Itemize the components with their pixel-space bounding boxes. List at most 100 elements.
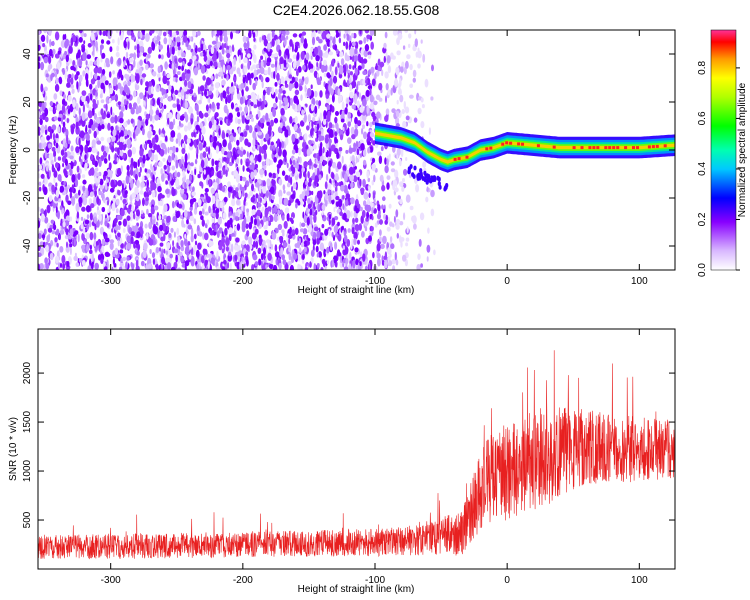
spectrogram-cell [50, 159, 54, 166]
spectrogram-cell [157, 73, 161, 78]
spectrogram-cell [126, 256, 130, 261]
spectrogram-cell [359, 206, 363, 212]
spectrogram-cell [61, 127, 65, 133]
spectrogram-cell [66, 82, 71, 88]
spectrogram-cell [366, 34, 371, 40]
spectrogram-cell [136, 180, 140, 188]
spectrogram-cell [260, 75, 264, 83]
spectrogram-cell [315, 245, 319, 253]
spectrogram-cell [139, 59, 143, 66]
spectrogram-cell [226, 30, 231, 36]
spectrogram-cell [306, 185, 310, 192]
spectrogram-cell [213, 30, 216, 36]
spectrogram-cell [344, 52, 348, 61]
spectrogram-cell [175, 211, 180, 219]
spectrogram-cell [255, 78, 258, 87]
spectrogram-cell [363, 191, 369, 200]
spectrogram-cell [191, 191, 196, 197]
spectrogram-cell [313, 214, 317, 223]
spectrogram-cell [425, 196, 429, 203]
spectrogram-cell [92, 42, 96, 47]
spectrogram-cell [227, 95, 232, 104]
spectrogram-cell [171, 188, 176, 197]
spectrogram-cell [326, 246, 330, 254]
spectrogram-cell [49, 101, 54, 107]
spectrogram-cell [154, 205, 159, 211]
spectrogram-cell [262, 144, 268, 151]
spectrogram-cell [50, 73, 53, 82]
spectrogram-cell [368, 192, 371, 198]
spectrogram-cell [159, 224, 164, 232]
spectrogram-cell [392, 30, 398, 36]
spectrogram-cell [211, 40, 217, 45]
spectrogram-cell [221, 248, 225, 254]
spectrogram-cell [292, 159, 296, 166]
spectrogram-cell [382, 208, 386, 214]
spectrogram-cell [46, 34, 49, 44]
spectrogram-cell [40, 86, 44, 92]
spectrogram-cell [366, 204, 372, 213]
spectrogram-cell [63, 94, 66, 99]
spectrogram-cell [252, 93, 257, 103]
spectrogram-cell [92, 99, 96, 104]
spectrogram-cell [159, 200, 164, 206]
spectrogram-cell [44, 116, 49, 123]
spectrogram-cell [233, 76, 236, 82]
spectrogram-cell [328, 218, 331, 226]
spectrogram-cell [62, 68, 66, 75]
spectrogram-cell [321, 204, 326, 211]
spectrogram-cell [158, 214, 162, 221]
spectrogram-cell [374, 222, 378, 228]
spectrogram-cell [292, 182, 297, 190]
spectrogram-cell [114, 247, 119, 255]
spectrogram-cell [186, 219, 189, 225]
spectrogram-cell [38, 173, 41, 179]
spectrogram-cell [78, 137, 81, 146]
spectrogram-cell [261, 35, 265, 41]
spectrogram-cell [314, 105, 318, 115]
spectrogram-cell [178, 57, 183, 63]
spectrogram-cell [296, 127, 301, 134]
spectrogram-cell [145, 33, 150, 42]
spectrogram-cell [419, 212, 425, 221]
spectrogram-cell [445, 183, 449, 188]
spectrogram-cell [221, 131, 226, 140]
spectrogram-cell [299, 120, 305, 127]
spectrogram-cell [67, 94, 72, 102]
spectrogram-cell [119, 117, 124, 124]
spectrogram-cell [368, 235, 372, 242]
spectrogram-cell [364, 44, 370, 52]
spectrogram-cell [273, 71, 276, 80]
spectrogram-cell [240, 106, 243, 111]
spectrogram-cell [338, 73, 343, 79]
spectrogram-cell [164, 147, 168, 155]
spectrogram-cell [96, 209, 101, 216]
spectrogram-cell [87, 43, 92, 48]
spectrogram-cell [191, 51, 196, 57]
spectrogram-cell [348, 64, 352, 70]
spectrogram-cell [232, 190, 237, 196]
spectrogram-cell [335, 263, 338, 268]
spectrogram-cell [386, 158, 389, 167]
spectrogram-cell [112, 70, 115, 75]
spectrogram-cell [316, 253, 320, 258]
spectrogram-cell [104, 220, 108, 227]
spectrogram-cell [257, 110, 261, 119]
spectrogram-cell [349, 251, 352, 261]
spectrogram-cell [82, 196, 88, 206]
spectrogram-cell [94, 223, 97, 231]
y-tick-label: 40 [22, 48, 33, 60]
spectrogram-cell [38, 252, 42, 257]
spectrogram-cell [292, 103, 296, 110]
spectrogram-cell [265, 264, 268, 269]
spectrogram-cell [354, 224, 360, 232]
y-tick-label: 500 [22, 511, 33, 528]
spectrogram-cell [391, 108, 396, 114]
spectrogram-cell [378, 155, 383, 164]
spectrogram-cell [162, 94, 165, 100]
spectrogram-cell [250, 72, 254, 79]
spectrogram-cell [89, 83, 93, 90]
spectrogram-cell [130, 118, 134, 124]
spectrogram-cell [96, 177, 101, 183]
spectrogram-cell [103, 170, 108, 177]
